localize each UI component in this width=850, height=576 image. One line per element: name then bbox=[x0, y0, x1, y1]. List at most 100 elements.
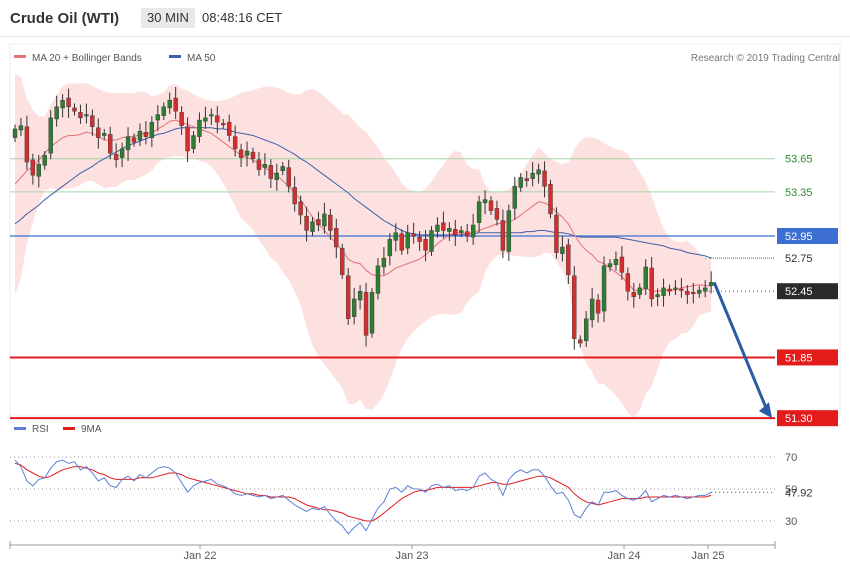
rsi-ma-legend-label: 9MA bbox=[81, 424, 102, 435]
candle-body-69 bbox=[423, 239, 428, 251]
candle-body-10 bbox=[72, 107, 77, 112]
ma50-legend-swatch bbox=[169, 55, 181, 58]
candle-body-25 bbox=[161, 106, 166, 116]
candle-body-2 bbox=[24, 126, 30, 163]
candle-body-66 bbox=[405, 232, 410, 249]
candle-body-68 bbox=[417, 236, 422, 242]
candle-body-31 bbox=[197, 119, 202, 137]
candle-body-55 bbox=[340, 247, 345, 275]
x-tick-label-2: Jan 24 bbox=[607, 550, 640, 562]
candle-body-101 bbox=[613, 258, 619, 265]
level-label-box-51.85 bbox=[777, 349, 838, 366]
level-label-53.35: 53.35 bbox=[785, 187, 813, 199]
candle-body-8 bbox=[60, 100, 65, 109]
candle-body-33 bbox=[209, 114, 214, 117]
candle-body-21 bbox=[137, 130, 143, 141]
candle-body-99 bbox=[601, 265, 607, 312]
rsi-tick-70: 70 bbox=[785, 452, 797, 464]
candle-body-71 bbox=[435, 224, 440, 232]
x-tick-label-3: Jan 25 bbox=[691, 550, 724, 562]
candle-body-57 bbox=[351, 298, 357, 317]
candle-body-13 bbox=[90, 115, 95, 127]
candle-body-114 bbox=[691, 292, 696, 295]
candle-body-3 bbox=[30, 159, 36, 176]
rsi-legend: RSI 9MA bbox=[14, 424, 102, 435]
candle-body-102 bbox=[619, 256, 625, 273]
candle-body-52 bbox=[322, 213, 327, 227]
candle-body-86 bbox=[524, 178, 529, 181]
candle-body-54 bbox=[334, 228, 339, 248]
ma50-line bbox=[14, 127, 712, 259]
candle-body-46 bbox=[286, 167, 291, 187]
level-label-box-52.45 bbox=[777, 283, 838, 300]
candle-body-108 bbox=[655, 294, 660, 297]
interval-badge[interactable]: 30 MIN bbox=[141, 8, 195, 28]
candle-body-72 bbox=[441, 222, 446, 231]
timestamp: 08:48:16 CET bbox=[202, 10, 283, 25]
candlesticks bbox=[12, 86, 714, 350]
candle-body-95 bbox=[578, 339, 583, 344]
candle-body-51 bbox=[316, 219, 321, 226]
candle-body-106 bbox=[643, 266, 648, 290]
level-label-51.85: 51.85 bbox=[785, 352, 813, 364]
level-label-box-51.30 bbox=[777, 410, 838, 427]
candle-body-47 bbox=[292, 187, 297, 205]
candle-body-84 bbox=[512, 186, 517, 209]
candle-body-20 bbox=[131, 137, 137, 143]
candle-body-74 bbox=[453, 229, 458, 236]
candle-body-62 bbox=[381, 257, 387, 268]
candle-body-4 bbox=[36, 164, 41, 177]
candle-body-27 bbox=[173, 97, 178, 112]
candle-body-24 bbox=[155, 114, 161, 121]
candle-body-45 bbox=[280, 166, 285, 172]
level-label-box-52.95 bbox=[777, 228, 838, 244]
candle-body-103 bbox=[625, 273, 631, 292]
candle-body-40 bbox=[250, 151, 256, 159]
candle-body-49 bbox=[304, 215, 309, 231]
candle-body-35 bbox=[221, 123, 226, 126]
level-labels: 53.65 53.35 52.95 52.75 52.45 51.85 51.30 bbox=[777, 154, 838, 427]
candle-body-1 bbox=[18, 125, 24, 131]
candle-body-96 bbox=[584, 318, 589, 342]
candle-body-73 bbox=[447, 228, 452, 232]
candle-body-0 bbox=[12, 128, 18, 138]
rsi-ma-legend-swatch bbox=[63, 427, 75, 430]
x-tick-label-0: Jan 22 bbox=[183, 550, 216, 562]
candle-body-104 bbox=[631, 292, 636, 297]
candle-body-53 bbox=[328, 214, 333, 231]
forecast-arrow-head bbox=[759, 402, 772, 419]
candle-body-89 bbox=[542, 170, 547, 187]
rsi-tick-30: 30 bbox=[785, 516, 797, 528]
candle-body-70 bbox=[429, 230, 434, 252]
level-label-52.75: 52.75 bbox=[785, 253, 813, 265]
candle-body-63 bbox=[387, 239, 393, 257]
forecast-arrow bbox=[712, 281, 772, 419]
candle-body-79 bbox=[482, 199, 488, 204]
candle-body-76 bbox=[465, 231, 470, 237]
level-label-52.95: 52.95 bbox=[785, 231, 813, 243]
bollinger-bands bbox=[15, 73, 712, 419]
candle-body-9 bbox=[66, 97, 71, 108]
copyright-text: Research © 2019 Trading Central bbox=[691, 53, 840, 64]
candle-body-90 bbox=[548, 183, 553, 215]
candle-body-61 bbox=[375, 265, 381, 294]
candle-body-36 bbox=[226, 122, 232, 136]
instrument-title: Crude Oil (WTI) bbox=[10, 10, 120, 27]
chart-header: Crude Oil (WTI) 30 MIN 08:48:16 CET bbox=[0, 0, 850, 37]
candle-body-58 bbox=[357, 291, 363, 301]
candle-body-98 bbox=[595, 299, 601, 314]
candle-body-75 bbox=[459, 230, 464, 233]
candle-body-113 bbox=[685, 291, 690, 295]
candle-body-107 bbox=[649, 267, 654, 300]
level-label-53.65: 53.65 bbox=[785, 154, 813, 166]
candle-body-30 bbox=[191, 135, 196, 149]
candle-body-23 bbox=[149, 122, 155, 138]
candle-body-28 bbox=[179, 112, 184, 126]
candle-body-22 bbox=[143, 132, 149, 137]
candle-body-67 bbox=[411, 233, 416, 237]
candle-body-110 bbox=[667, 288, 672, 292]
x-tick-label-1: Jan 23 bbox=[395, 550, 428, 562]
candle-body-80 bbox=[488, 200, 494, 211]
candle-body-29 bbox=[185, 126, 190, 152]
candle-body-6 bbox=[48, 117, 53, 154]
